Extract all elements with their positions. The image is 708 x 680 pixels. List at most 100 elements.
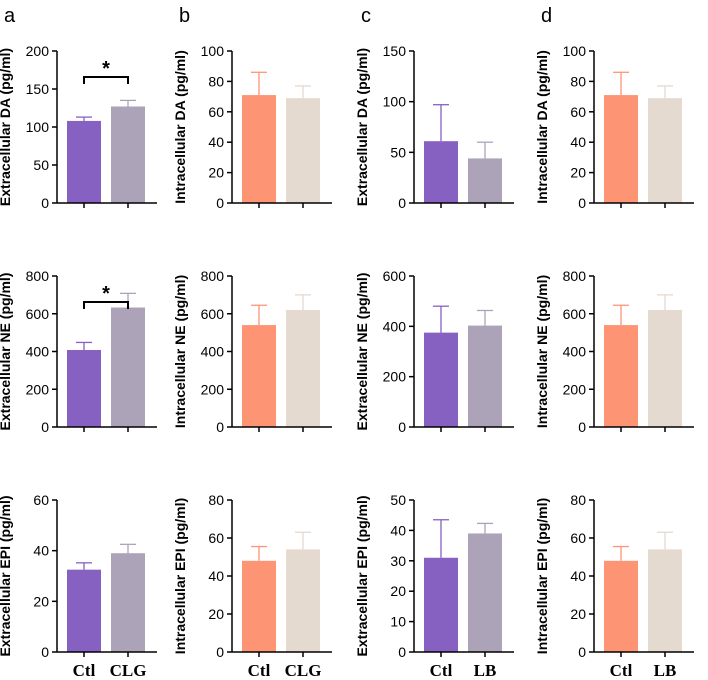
y-tick-label: 800 xyxy=(26,268,50,284)
chart-panel-12: Ctl LB 0 20 40 60 80 Intracellular EPI (pg/ml) xyxy=(534,492,694,680)
panel-letter: b xyxy=(179,5,190,27)
y-tick-label: 40 xyxy=(570,568,586,584)
significance-marker: * xyxy=(102,283,110,305)
y-axis-title: Extracellular NE (pg/ml) xyxy=(354,273,370,431)
y-tick-label: 50 xyxy=(390,492,406,508)
chart-panel-1: 0 50 100 150 200 Extracellular DA (pg/ml) a * xyxy=(0,5,157,211)
y-axis-title: Intracellular EPI (pg/ml) xyxy=(534,498,550,654)
y-axis-title: Extracellular NE (pg/ml) xyxy=(0,273,13,431)
bar-clg xyxy=(286,309,320,427)
panel-letter: a xyxy=(4,5,16,27)
y-axis-title: Intracellular NE (pg/ml) xyxy=(534,275,550,428)
y-tick-label: 800 xyxy=(563,268,587,284)
bar-lb xyxy=(468,325,502,427)
y-tick-label: 0 xyxy=(41,644,49,660)
chart-panel-11: Ctl LB 0 10 20 30 40 50 Extracellular EPI (pg/ml… xyxy=(354,492,514,680)
chart-panel-7: 0 200 400 600 Extracellular NE (pg/ml) xyxy=(354,268,514,435)
bar-ctl xyxy=(604,325,638,427)
y-axis-title: Intracellular NE (pg/ml) xyxy=(172,275,188,428)
y-tick-label: 80 xyxy=(570,492,586,508)
y-tick-label: 40 xyxy=(208,568,224,584)
significance-bracket xyxy=(83,76,129,84)
bar-clg xyxy=(111,553,145,652)
bar-ctl xyxy=(67,120,101,203)
bar-lb xyxy=(468,158,502,203)
y-tick-label: 20 xyxy=(33,593,49,609)
y-tick-label: 400 xyxy=(563,344,587,360)
bar-lb xyxy=(468,533,502,652)
category-label: CLG xyxy=(285,661,322,680)
chart-panel-4: 0 20 40 60 80 100 Intracellular DA (pg/ml) d xyxy=(534,5,694,211)
bar-clg xyxy=(111,106,145,203)
y-tick-label: 0 xyxy=(398,195,406,211)
y-tick-label: 600 xyxy=(563,306,587,322)
bar-lb xyxy=(648,98,682,203)
y-tick-label: 20 xyxy=(208,165,224,181)
y-tick-label: 0 xyxy=(578,195,586,211)
y-tick-label: 40 xyxy=(208,134,224,150)
y-tick-label: 0 xyxy=(578,419,586,435)
category-label: Ctl xyxy=(610,661,633,680)
bar-ctl xyxy=(242,95,276,203)
bar-ctl xyxy=(67,569,101,652)
chart-panel-2: 0 20 40 60 80 100 Intracellular DA (pg/ml) b xyxy=(172,5,332,211)
bar-lb xyxy=(648,549,682,652)
y-tick-label: 100 xyxy=(26,119,50,135)
y-axis-title: Intracellular EPI (pg/ml) xyxy=(172,498,188,654)
y-tick-label: 30 xyxy=(390,553,406,569)
y-tick-label: 20 xyxy=(390,583,406,599)
y-tick-label: 200 xyxy=(201,381,225,397)
bar-clg xyxy=(286,549,320,652)
y-tick-label: 60 xyxy=(208,530,224,546)
bar-ctl xyxy=(604,95,638,203)
bar-ctl xyxy=(242,560,276,652)
category-label: CLG xyxy=(110,661,147,680)
bar-clg xyxy=(111,307,145,427)
y-tick-label: 20 xyxy=(208,606,224,622)
y-tick-label: 20 xyxy=(570,165,586,181)
y-tick-label: 0 xyxy=(41,419,49,435)
y-tick-label: 200 xyxy=(26,43,50,59)
y-tick-label: 400 xyxy=(26,344,50,360)
y-tick-label: 200 xyxy=(383,369,407,385)
y-tick-label: 600 xyxy=(201,306,225,322)
y-tick-label: 40 xyxy=(33,543,49,559)
y-tick-label: 0 xyxy=(216,195,224,211)
y-tick-label: 150 xyxy=(383,43,407,59)
y-tick-label: 80 xyxy=(208,492,224,508)
y-tick-label: 200 xyxy=(563,381,587,397)
category-label: LB xyxy=(474,661,497,680)
y-tick-label: 150 xyxy=(26,81,50,97)
chart-panel-10: Ctl CLG 0 20 40 60 80 Intracellular EPI (pg/ml) xyxy=(172,492,332,680)
y-tick-label: 800 xyxy=(201,268,225,284)
bar-ctl xyxy=(424,557,458,652)
y-tick-label: 0 xyxy=(398,644,406,660)
bar-ctl xyxy=(424,141,458,203)
category-label: Ctl xyxy=(73,661,96,680)
panel-letter: d xyxy=(541,5,552,27)
y-tick-label: 0 xyxy=(398,419,406,435)
y-axis-title: Extracellular DA (pg/ml) xyxy=(354,48,370,206)
y-axis-title: Intracellular DA (pg/ml) xyxy=(172,50,188,204)
y-axis-title: Extracellular EPI (pg/ml) xyxy=(0,495,13,656)
y-tick-label: 0 xyxy=(216,644,224,660)
y-axis-title: Intracellular DA (pg/ml) xyxy=(534,50,550,204)
y-tick-label: 0 xyxy=(216,419,224,435)
y-tick-label: 0 xyxy=(578,644,586,660)
y-tick-label: 600 xyxy=(383,268,407,284)
y-tick-label: 60 xyxy=(33,492,49,508)
y-tick-label: 100 xyxy=(201,43,225,59)
chart-panel-5: 0 200 400 600 800 Extracellular NE (pg/ml) * xyxy=(0,268,157,435)
y-tick-label: 10 xyxy=(390,614,406,630)
category-label: Ctl xyxy=(430,661,453,680)
chart-panel-6: 0 200 400 600 800 Intracellular NE (pg/ml) xyxy=(172,268,332,435)
y-tick-label: 60 xyxy=(570,104,586,120)
y-tick-label: 80 xyxy=(208,73,224,89)
y-tick-label: 50 xyxy=(390,144,406,160)
y-tick-label: 40 xyxy=(390,522,406,538)
bar-ctl xyxy=(67,349,101,427)
y-tick-label: 400 xyxy=(383,318,407,334)
panel-letter: c xyxy=(361,5,371,27)
significance-bracket xyxy=(83,301,129,309)
y-tick-label: 60 xyxy=(208,104,224,120)
